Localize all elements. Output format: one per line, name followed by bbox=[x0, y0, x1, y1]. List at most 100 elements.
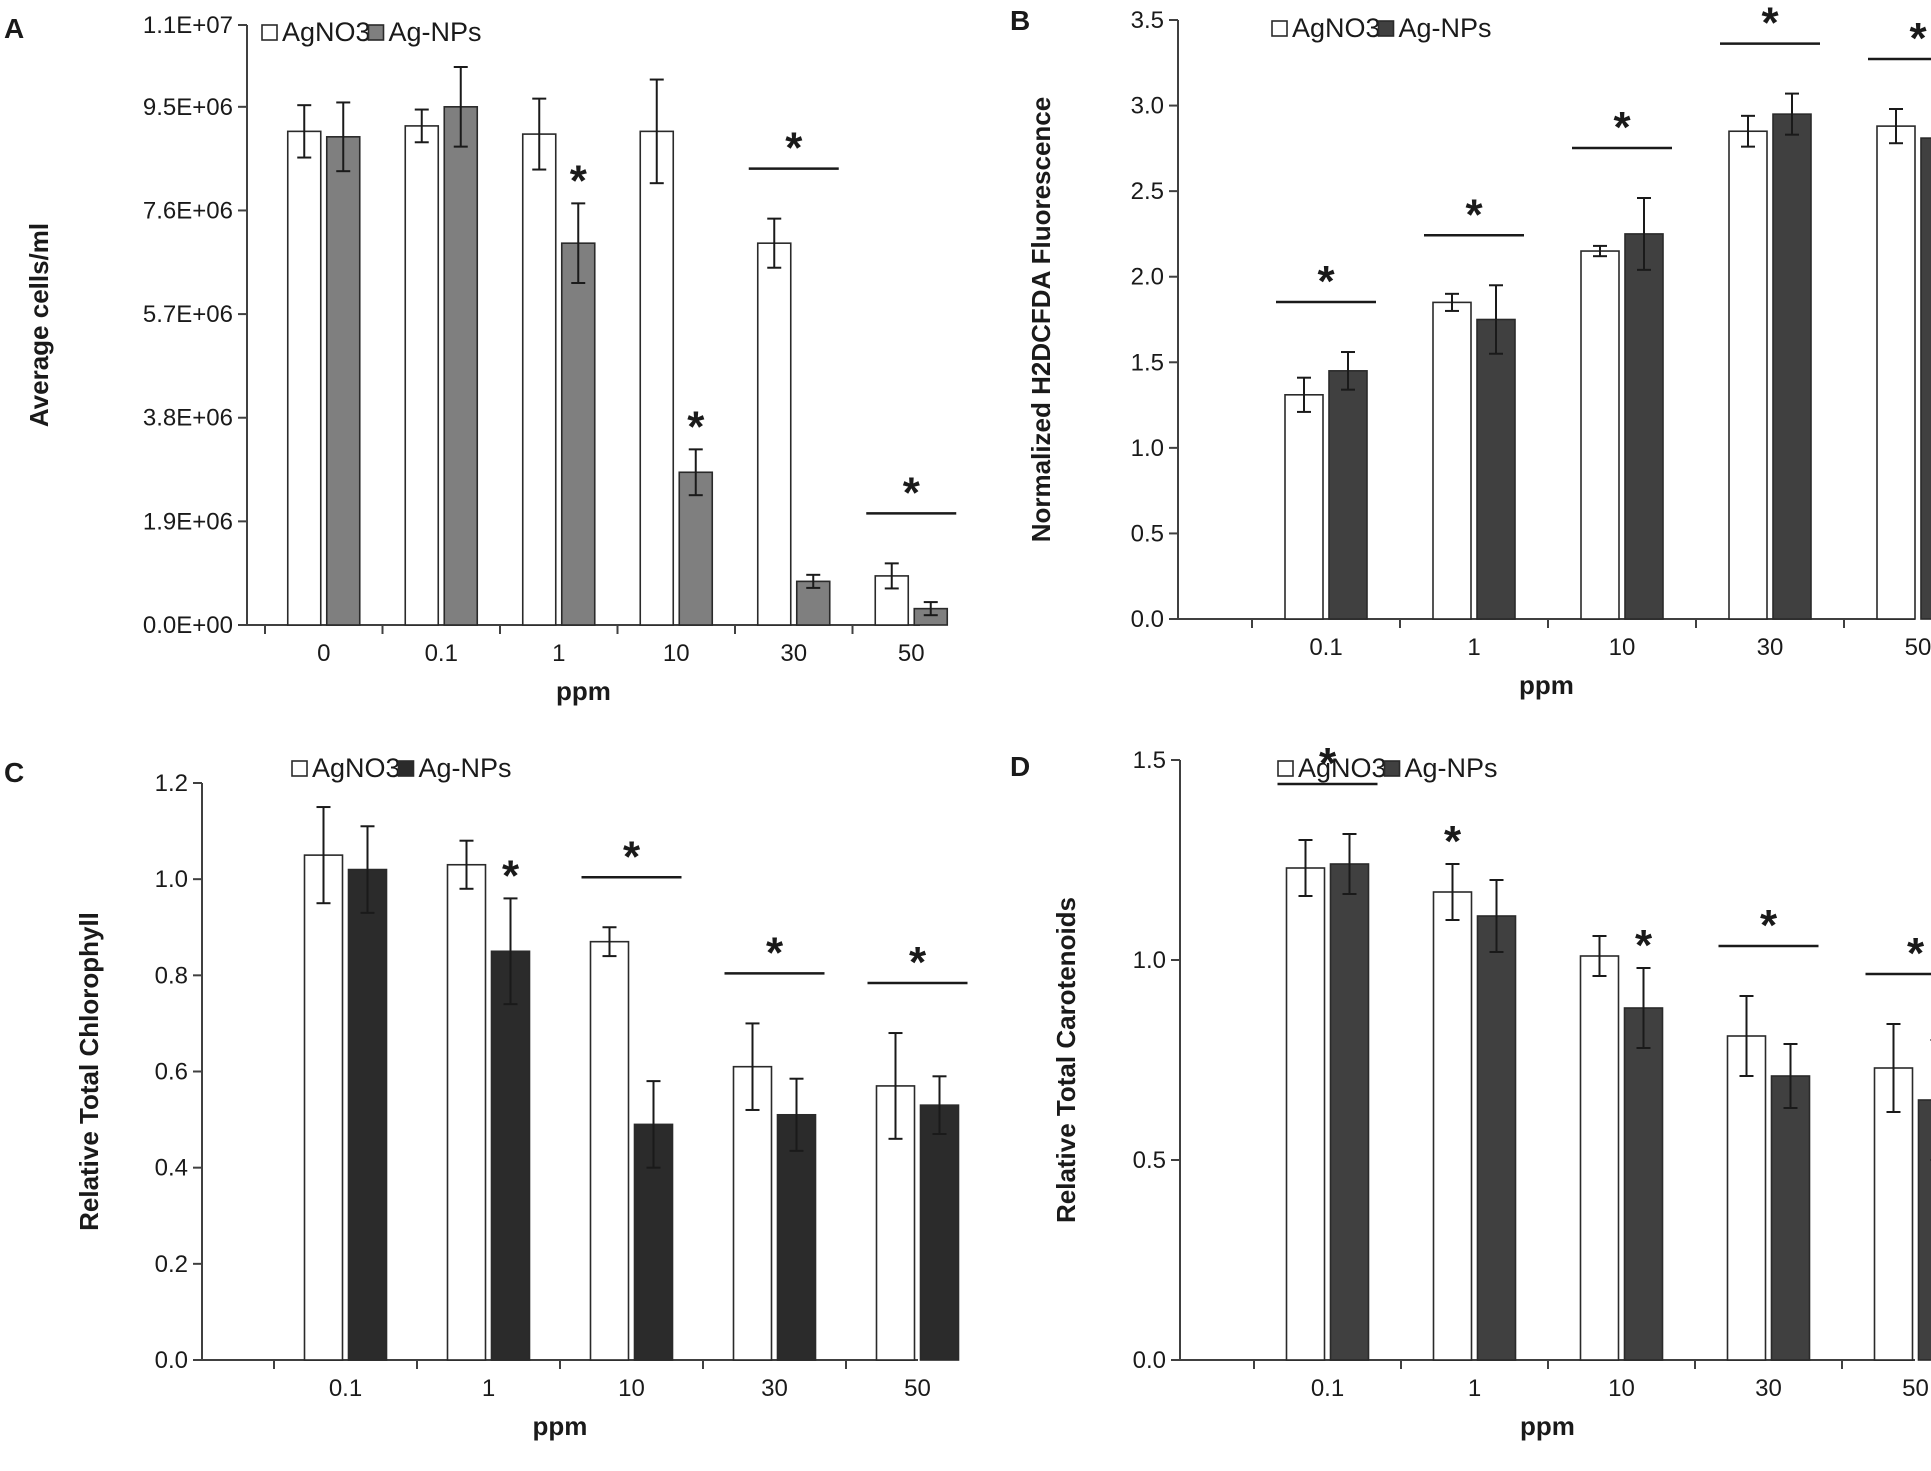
panel-letter: D bbox=[1010, 751, 1030, 782]
y-tick-label: 7.6E+06 bbox=[143, 197, 233, 224]
bar-ag-nps-30 bbox=[1772, 113, 1812, 620]
significance-star: * bbox=[1613, 103, 1631, 152]
bar-ag-nps-10 bbox=[678, 471, 714, 626]
y-tick-label: 1.0 bbox=[1133, 947, 1166, 974]
x-tick-label: 30 bbox=[1755, 1375, 1782, 1402]
chart-panel-a: A 0.0E+00 1.9E+06 3.8E+06 5.7E+06 7.6E+06 9.5E… bbox=[4, 12, 957, 706]
bar-ag-nps-1 bbox=[1476, 318, 1516, 620]
bar-ag-nps-50 bbox=[919, 1104, 960, 1361]
bar-agno3-50 bbox=[1876, 125, 1916, 620]
y-tick-label: 2.5 bbox=[1131, 178, 1164, 205]
y-axis-title: Relative Total Chlorophyll bbox=[74, 912, 104, 1231]
x-tick-label: 30 bbox=[761, 1375, 788, 1402]
chart-panel-d: D 0.0 0.5 1.0 1.5 0.1 1 10 30 50 ppm Relative Total… bbox=[1010, 739, 1931, 1441]
significance-star: * bbox=[766, 928, 784, 977]
significance-star: * bbox=[570, 156, 588, 205]
bar-ag-nps-1 bbox=[490, 950, 531, 1361]
x-axis-title: ppm bbox=[533, 1411, 588, 1441]
y-axis-title: Average cells/ml bbox=[24, 223, 54, 427]
significance-star: * bbox=[1761, 0, 1779, 48]
x-tick-label: 0.1 bbox=[1309, 634, 1342, 661]
y-tick-label: 1.5 bbox=[1131, 349, 1164, 376]
y-tick-label: 0.4 bbox=[155, 1155, 188, 1182]
significance-star: * bbox=[1907, 929, 1925, 978]
bar-ag-nps-0_1 bbox=[443, 106, 479, 626]
x-axis-title: ppm bbox=[556, 676, 611, 706]
legend-swatch-ag-nps bbox=[1383, 760, 1401, 777]
legend-swatch-agno3 bbox=[1277, 760, 1294, 777]
bar-agno3-30 bbox=[756, 242, 792, 626]
significance-star: * bbox=[1444, 817, 1462, 866]
significance-star: * bbox=[623, 832, 641, 881]
chart-panel-c: C 0.0 0.2 0.4 0.6 0.8 1.0 1.2 0.1 1 10 30 50 ppm Relat… bbox=[4, 753, 968, 1441]
x-tick-label: 10 bbox=[663, 640, 690, 667]
x-tick-label: 0 bbox=[317, 640, 330, 667]
x-tick-label: 0.1 bbox=[425, 640, 458, 667]
bar-ag-nps-1 bbox=[1476, 915, 1517, 1361]
bar-agno3-0 bbox=[286, 130, 322, 626]
bar-ag-nps-0_1 bbox=[347, 868, 388, 1361]
significance-star: * bbox=[785, 124, 803, 173]
bar-ag-nps-50 bbox=[1920, 137, 1931, 620]
x-tick-label: 1 bbox=[482, 1375, 495, 1402]
legend-label-agno3: AgNO3 bbox=[1292, 13, 1381, 43]
x-tick-label: 50 bbox=[1902, 1375, 1929, 1402]
bar-agno3-0_1 bbox=[303, 854, 344, 1361]
significance-star: * bbox=[502, 851, 520, 900]
significance-star: * bbox=[687, 402, 705, 451]
bar-ag-nps-0_1 bbox=[1329, 863, 1370, 1361]
y-tick-label: 3.0 bbox=[1131, 93, 1164, 120]
significance-star: * bbox=[1760, 901, 1778, 950]
bar-agno3-1 bbox=[1432, 301, 1472, 620]
bar-agno3-10 bbox=[639, 130, 675, 626]
bar-agno3-0_1 bbox=[404, 125, 440, 626]
legend-swatch-agno3 bbox=[261, 24, 278, 41]
legend-label-agno3: AgNO3 bbox=[282, 17, 371, 47]
x-tick-label: 10 bbox=[1609, 634, 1636, 661]
panel-letter: B bbox=[1010, 5, 1030, 36]
y-tick-label: 9.5E+06 bbox=[143, 94, 233, 121]
x-tick-label: 50 bbox=[904, 1375, 931, 1402]
bar-ag-nps-0 bbox=[325, 136, 361, 626]
x-tick-label: 10 bbox=[1608, 1375, 1635, 1402]
legend-label-ag-nps: Ag-NPs bbox=[389, 17, 482, 47]
y-tick-label: 0.0 bbox=[1133, 1347, 1166, 1374]
x-tick-label: 50 bbox=[1905, 634, 1931, 661]
y-tick-label: 0.2 bbox=[155, 1251, 188, 1278]
legend-swatch-ag-nps bbox=[397, 760, 415, 777]
y-tick-label: 3.5 bbox=[1131, 7, 1164, 34]
x-tick-label: 1 bbox=[1468, 1375, 1481, 1402]
bar-ag-nps-0_1 bbox=[1328, 370, 1368, 620]
x-tick-label: 10 bbox=[618, 1375, 645, 1402]
bar-agno3-30 bbox=[1728, 130, 1768, 620]
bar-agno3-1 bbox=[446, 863, 487, 1361]
significance-star: * bbox=[1317, 257, 1335, 306]
legend-swatch-ag-nps bbox=[1377, 20, 1395, 37]
bar-ag-nps-50 bbox=[1917, 1099, 1931, 1361]
x-tick-label: 1 bbox=[552, 640, 565, 667]
significance-star: * bbox=[1465, 190, 1483, 239]
y-tick-label: 0.5 bbox=[1133, 1147, 1166, 1174]
bar-agno3-10 bbox=[1579, 955, 1620, 1361]
chart-panel-b: B 0.0 0.5 1.0 1.5 2.0 2.5 3.0 3.5 0.1 1 10 30 50 ppm No… bbox=[1010, 0, 1931, 700]
bar-agno3-10 bbox=[1580, 250, 1620, 620]
bar-ag-nps-10 bbox=[1624, 233, 1664, 620]
significance-star: * bbox=[1909, 14, 1927, 63]
bar-agno3-1 bbox=[521, 133, 557, 626]
x-axis-title: ppm bbox=[1519, 670, 1574, 700]
x-tick-label: 30 bbox=[780, 640, 807, 667]
legend-label-agno3: AgNO3 bbox=[1298, 753, 1387, 783]
bar-ag-nps-1 bbox=[560, 242, 596, 626]
y-axis-title: Normalized H2DCFDA Fluorescence bbox=[1026, 97, 1056, 542]
y-tick-label: 1.9E+06 bbox=[143, 508, 233, 535]
legend-label-agno3: AgNO3 bbox=[312, 753, 401, 783]
legend-label-ag-nps: Ag-NPs bbox=[1399, 13, 1492, 43]
bar-agno3-0_1 bbox=[1285, 867, 1326, 1361]
bar-ag-nps-30 bbox=[776, 1113, 817, 1361]
bar-agno3-50 bbox=[1873, 1067, 1914, 1361]
y-axis-title: Relative Total Carotenoids bbox=[1051, 897, 1081, 1223]
panel-letter: C bbox=[4, 757, 24, 788]
bar-agno3-10 bbox=[589, 940, 630, 1361]
y-tick-label: 3.8E+06 bbox=[143, 405, 233, 432]
